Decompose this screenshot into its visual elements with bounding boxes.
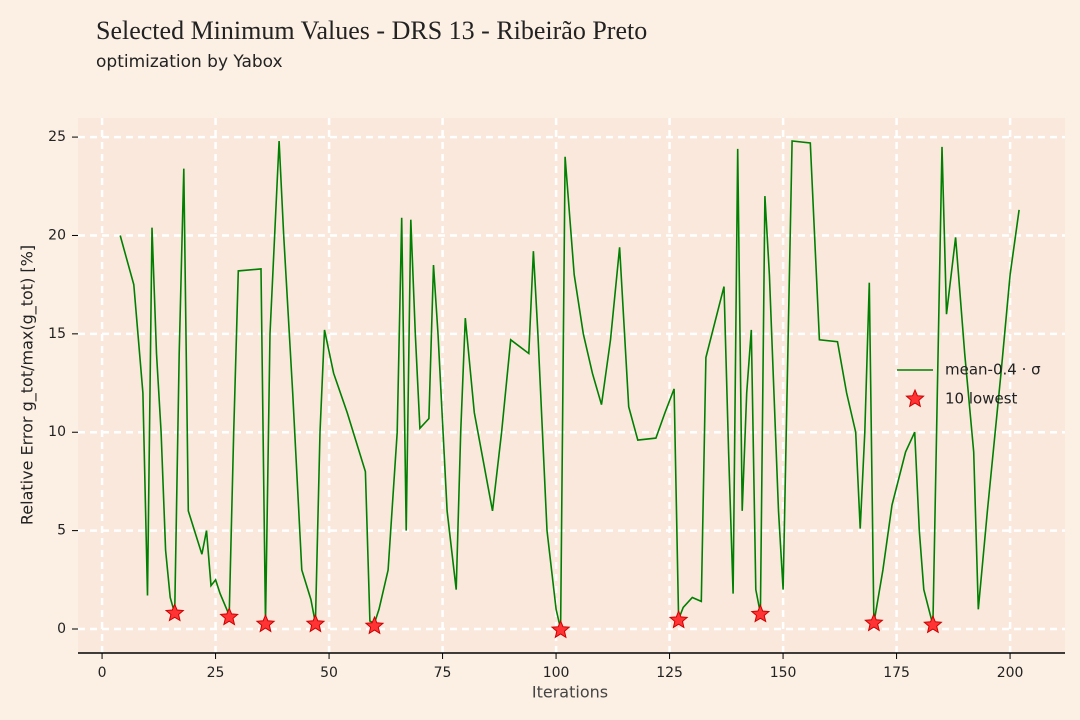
star-marker — [305, 613, 326, 633]
y-tick-label: 20 — [48, 227, 66, 243]
star-marker — [164, 603, 185, 622]
star-marker — [364, 615, 385, 635]
chart-title: Selected Minimum Values - DRS 13 - Ribei… — [96, 16, 647, 45]
line — [119, 140, 1020, 630]
chart-subtitle: optimization by Yabox — [96, 52, 283, 72]
y-tick-label: 25 — [48, 129, 66, 145]
y-tick-label: 10 — [48, 424, 66, 440]
star-marker — [550, 619, 571, 639]
y-tick-label: 0 — [57, 621, 66, 637]
star-marker — [750, 603, 771, 623]
star-marker — [219, 606, 239, 626]
legend-label: 10 lowest — [945, 390, 1018, 408]
x-tick-label: 200 — [997, 665, 1024, 681]
x-tick-label: 150 — [770, 665, 797, 681]
plot-area — [78, 118, 1065, 653]
star-marker — [864, 612, 884, 632]
y-tick-label: 5 — [57, 523, 66, 539]
star-marker — [923, 614, 943, 634]
x-tick-label: 0 — [98, 665, 107, 681]
legend-label: mean-0.4 · σ — [945, 361, 1041, 379]
y-axis-label: Relative Error g_tot/max(g_tot) [%] — [18, 245, 38, 525]
y-tick-label: 15 — [48, 326, 66, 342]
legend-star — [905, 388, 925, 408]
star-marker — [255, 613, 276, 633]
x-tick-label: 50 — [320, 665, 338, 681]
x-tick-label: 100 — [543, 665, 570, 681]
star-marker — [668, 609, 689, 629]
x-tick-label: 25 — [207, 665, 225, 681]
x-tick-label: 75 — [434, 665, 452, 681]
x-tick-label: 125 — [656, 665, 683, 681]
x-tick-label: 175 — [883, 665, 910, 681]
x-axis-label: Iterations — [532, 683, 608, 702]
